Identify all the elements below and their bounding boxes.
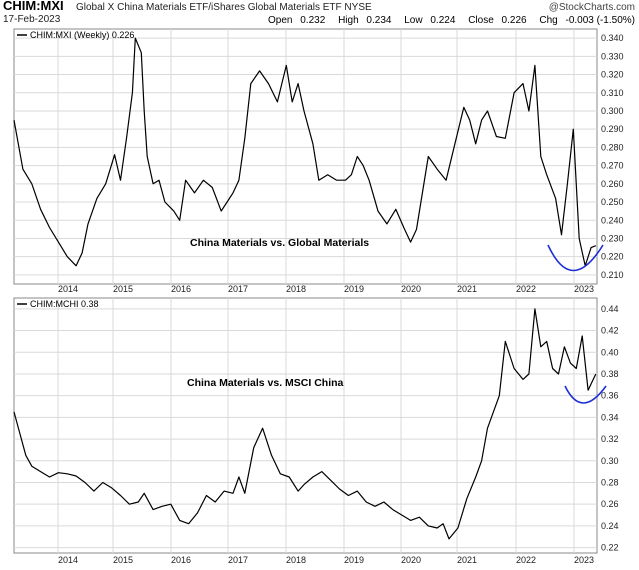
- y-tick-label: 0.340: [601, 33, 624, 43]
- y-tick-label: 0.240: [601, 215, 624, 225]
- close-value: 0.226: [501, 15, 527, 26]
- open-label: Open: [268, 15, 293, 26]
- y-tick-label: 0.38: [601, 369, 619, 379]
- annotation-curve: [564, 385, 607, 404]
- y-tick-label: 0.22: [601, 543, 619, 553]
- chart-symbol: CHIM:MXI: [3, 0, 64, 13]
- price-series-line: [13, 37, 597, 267]
- x-tick-label: 2023: [574, 555, 594, 565]
- x-tick-label: 2015: [113, 555, 133, 565]
- x-tick-label: 2022: [516, 555, 536, 565]
- chart-date: 17-Feb-2023: [3, 14, 61, 25]
- x-tick-label: 2014: [58, 555, 78, 565]
- annotation-text: China Materials vs. MSCI China: [187, 377, 344, 389]
- y-tick-label: 0.280: [601, 142, 624, 152]
- y-tick-label: 0.44: [601, 304, 619, 314]
- y-tick-label: 0.310: [601, 88, 624, 98]
- y-tick-label: 0.300: [601, 106, 624, 116]
- y-tick-label: 0.26: [601, 499, 619, 509]
- y-tick-label: 0.220: [601, 252, 624, 262]
- y-tick-label: 0.28: [601, 477, 619, 487]
- y-tick-label: 0.260: [601, 179, 624, 189]
- high-label: High: [338, 15, 359, 26]
- x-tick-label: 2019: [344, 284, 364, 294]
- close-label: Close: [468, 15, 494, 26]
- y-tick-label: 0.42: [601, 326, 619, 336]
- x-tick-label: 2020: [401, 284, 421, 294]
- high-value: 0.234: [366, 15, 392, 26]
- y-tick-label: 0.290: [601, 124, 624, 134]
- low-value: 0.224: [430, 15, 456, 26]
- x-tick-label: 2018: [286, 555, 306, 565]
- y-tick-label: 0.36: [601, 391, 619, 401]
- y-tick-label: 0.330: [601, 51, 624, 61]
- low-label: Low: [404, 15, 423, 26]
- x-tick-label: 2023: [574, 284, 594, 294]
- y-tick-label: 0.32: [601, 434, 619, 444]
- y-tick-label: 0.320: [601, 70, 624, 80]
- y-tick-label: 0.210: [601, 270, 624, 280]
- chg-value: -0.003 (-1.50%): [565, 15, 635, 26]
- legend-label: CHIM:MXI (Weekly) 0.226: [30, 30, 134, 40]
- y-tick-label: 0.250: [601, 197, 624, 207]
- annotation-text: China Materials vs. Global Materials: [190, 237, 369, 249]
- x-tick-label: 2014: [58, 284, 78, 294]
- x-tick-label: 2015: [113, 284, 133, 294]
- x-tick-label: 2020: [401, 555, 421, 565]
- x-tick-label: 2018: [286, 284, 306, 294]
- brand-watermark[interactable]: @StockCharts.com: [548, 2, 635, 13]
- chg-label: Chg: [539, 15, 558, 26]
- plot-frame: [13, 297, 598, 554]
- open-value: 0.232: [300, 15, 326, 26]
- x-tick-label: 2016: [171, 555, 191, 565]
- y-tick-label: 0.24: [601, 521, 619, 531]
- legend-label: CHIM:MCHI 0.38: [30, 299, 99, 309]
- y-tick-label: 0.30: [601, 456, 619, 466]
- y-tick-label: 0.270: [601, 161, 624, 171]
- x-tick-label: 2021: [457, 284, 477, 294]
- x-tick-label: 2021: [457, 555, 477, 565]
- annotation-curve: [547, 244, 604, 272]
- x-tick-label: 2016: [171, 284, 191, 294]
- ohlc-readout: Open 0.232 High 0.234 Low 0.224 Close 0.…: [268, 14, 639, 27]
- x-tick-label: 2019: [344, 555, 364, 565]
- x-tick-label: 2017: [228, 284, 248, 294]
- plot-frame: [13, 28, 598, 285]
- x-tick-label: 2022: [516, 284, 536, 294]
- x-tick-label: 2017: [228, 555, 248, 565]
- y-tick-label: 0.40: [601, 347, 619, 357]
- chart-description: Global X China Materials ETF/iShares Glo…: [76, 2, 372, 13]
- y-tick-label: 0.230: [601, 233, 624, 243]
- y-tick-label: 0.34: [601, 412, 619, 422]
- price-series-line: [13, 308, 597, 540]
